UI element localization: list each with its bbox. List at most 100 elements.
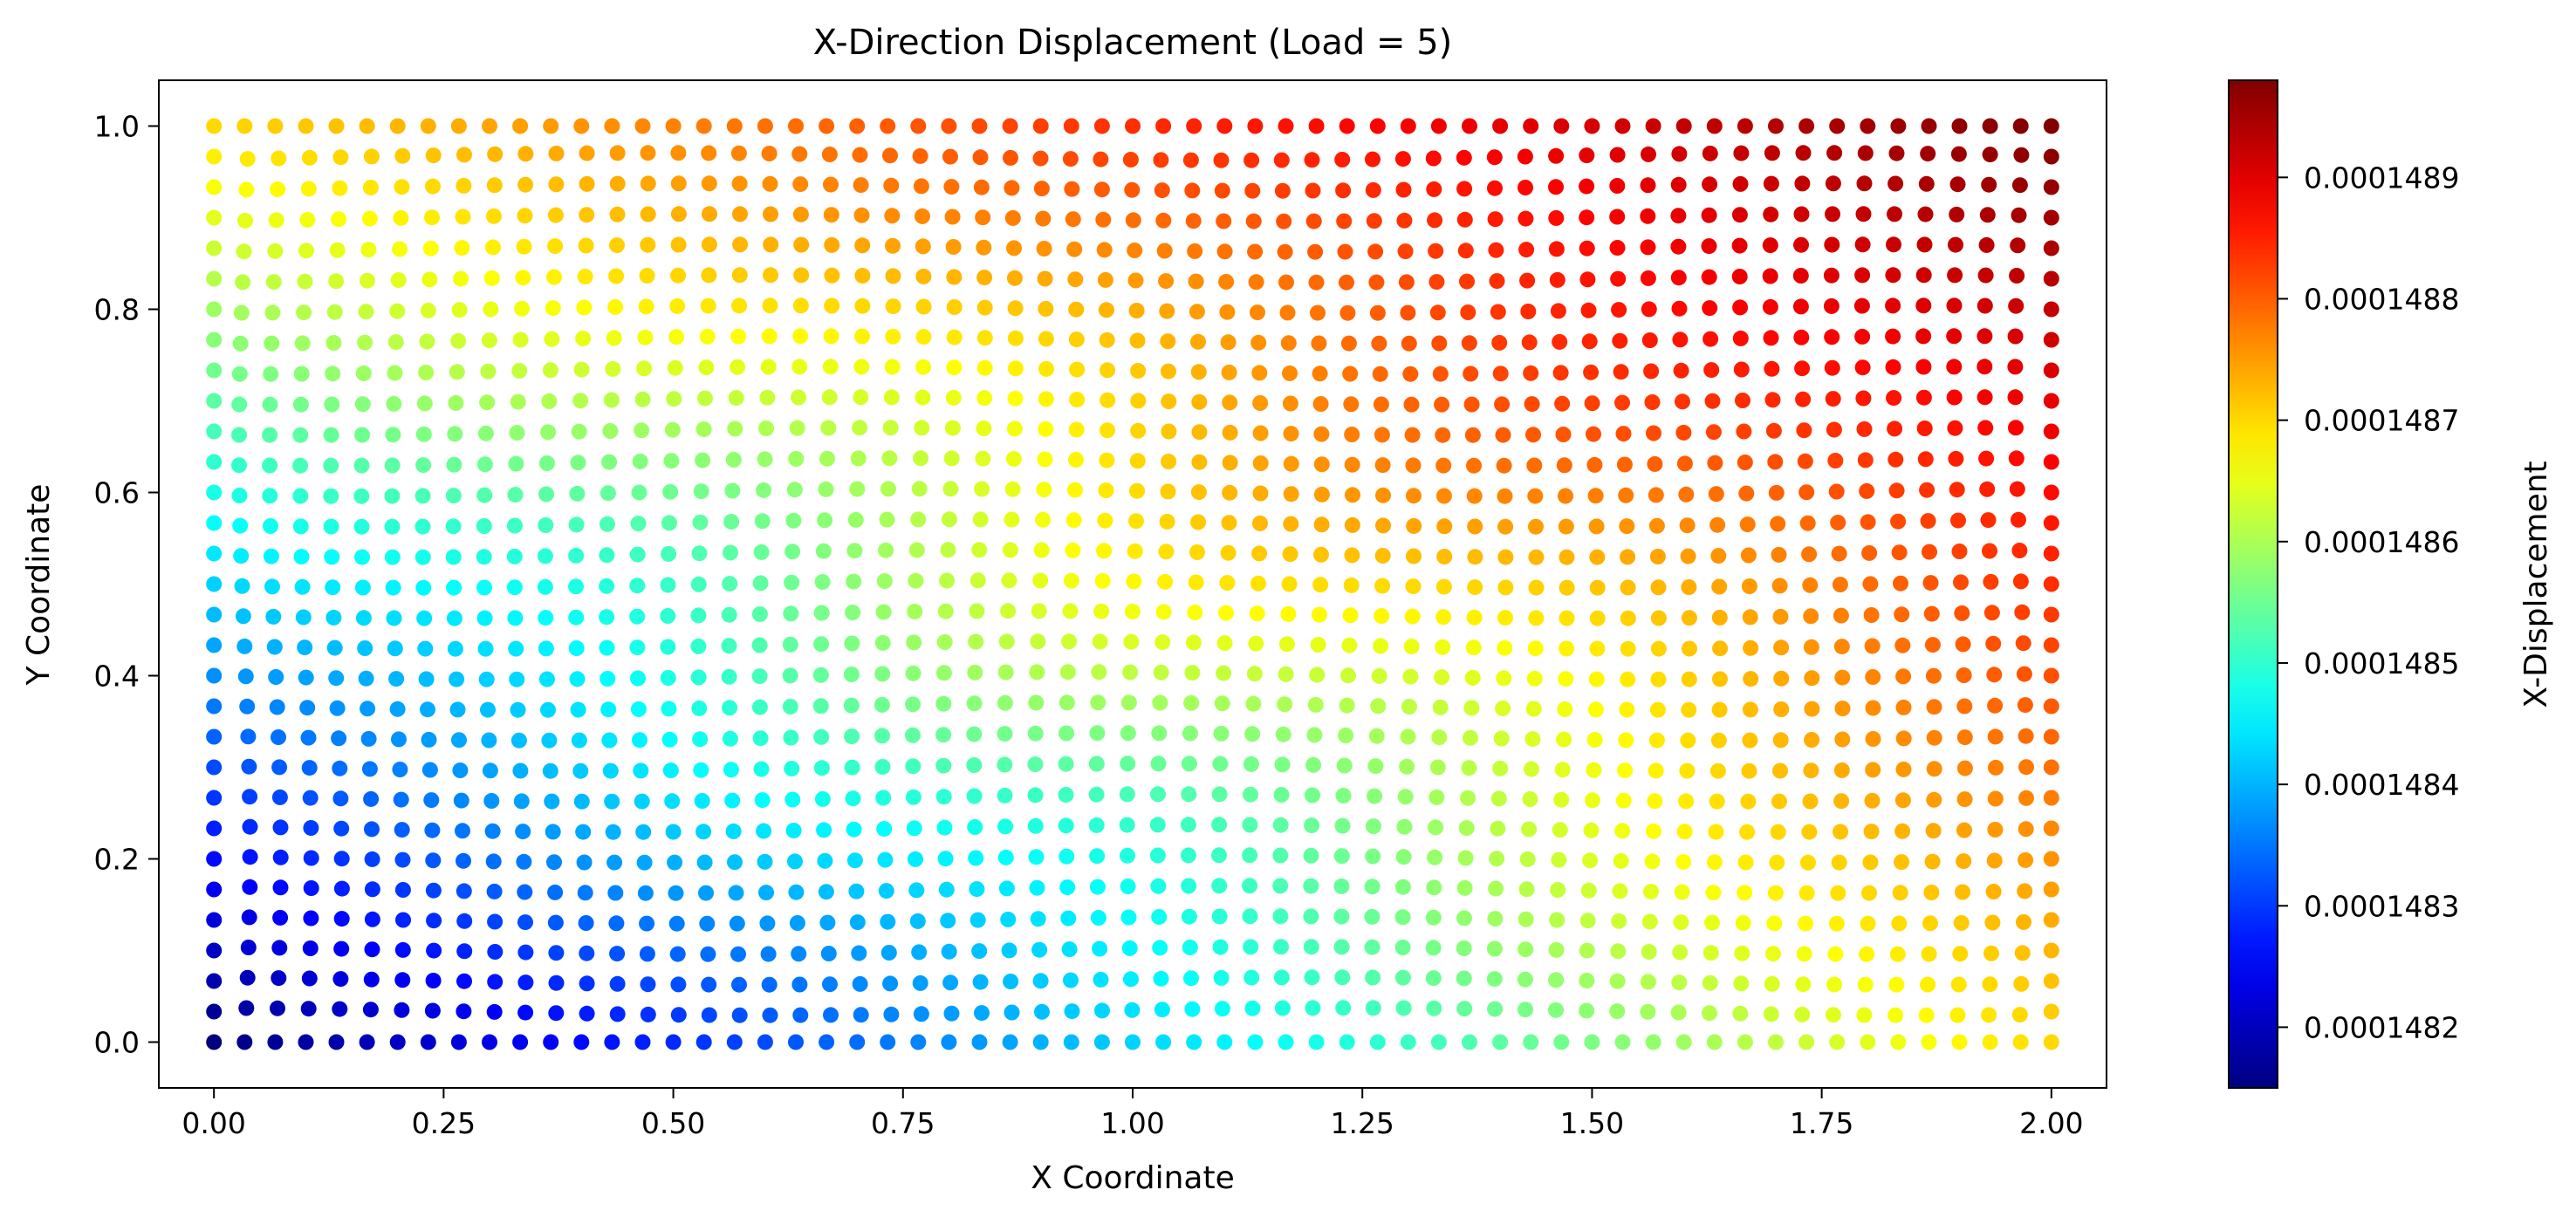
data-point bbox=[1283, 455, 1299, 472]
data-point bbox=[1186, 1034, 1202, 1050]
data-point bbox=[599, 578, 615, 594]
data-point bbox=[751, 637, 768, 653]
data-point bbox=[364, 941, 380, 958]
data-point bbox=[1062, 603, 1079, 619]
data-point bbox=[942, 974, 959, 991]
data-point bbox=[1093, 181, 1110, 198]
data-point bbox=[2043, 332, 2059, 348]
data-point bbox=[1548, 972, 1565, 988]
data-point bbox=[751, 699, 768, 715]
data-point bbox=[1987, 790, 2004, 807]
data-point bbox=[1741, 578, 1757, 594]
data-point bbox=[1279, 636, 1295, 653]
data-point bbox=[579, 1005, 595, 1022]
data-point bbox=[976, 330, 993, 346]
data-point bbox=[1308, 1034, 1325, 1050]
data-point bbox=[935, 665, 952, 681]
data-point bbox=[1741, 762, 1757, 779]
data-point bbox=[1273, 787, 1290, 803]
data-point bbox=[1640, 974, 1656, 990]
data-point bbox=[1456, 211, 1473, 228]
data-point bbox=[788, 1034, 804, 1050]
data-point bbox=[360, 701, 376, 717]
data-point bbox=[542, 362, 558, 379]
data-point bbox=[1242, 908, 1258, 925]
data-point bbox=[1983, 605, 2000, 621]
data-point bbox=[660, 577, 676, 593]
data-point bbox=[878, 542, 894, 558]
data-point bbox=[1065, 211, 1081, 228]
data-point bbox=[2011, 1007, 2028, 1023]
data-point bbox=[2043, 148, 2059, 165]
data-point bbox=[635, 824, 652, 840]
data-point bbox=[302, 940, 319, 956]
data-point bbox=[1588, 671, 1605, 687]
data-point bbox=[1181, 786, 1197, 803]
data-point bbox=[629, 546, 646, 563]
data-point bbox=[1650, 610, 1667, 626]
data-point bbox=[1861, 544, 1878, 561]
data-point bbox=[394, 1002, 410, 1018]
data-point bbox=[971, 542, 988, 558]
data-point bbox=[976, 359, 993, 376]
data-point bbox=[722, 730, 738, 747]
data-point bbox=[1518, 210, 1534, 227]
data-point bbox=[1921, 946, 1937, 962]
data-point bbox=[1733, 975, 1750, 992]
data-point bbox=[602, 423, 619, 439]
data-point bbox=[568, 547, 585, 564]
data-point bbox=[762, 297, 778, 314]
data-point bbox=[425, 882, 442, 899]
data-point bbox=[694, 793, 710, 809]
data-point bbox=[332, 1001, 348, 1017]
data-point bbox=[1492, 366, 1509, 382]
data-point bbox=[238, 181, 255, 198]
data-point bbox=[1979, 207, 1996, 223]
data-point bbox=[1058, 787, 1074, 803]
data-point bbox=[1612, 883, 1628, 899]
data-point bbox=[701, 175, 717, 192]
data-point bbox=[1093, 603, 1110, 619]
data-point bbox=[579, 945, 595, 961]
data-point bbox=[1489, 273, 1505, 290]
data-point bbox=[997, 818, 1013, 835]
data-point bbox=[1092, 940, 1108, 957]
data-point bbox=[1769, 854, 1785, 871]
data-point bbox=[1890, 513, 1907, 530]
data-point bbox=[1307, 243, 1324, 260]
data-point bbox=[1738, 485, 1755, 502]
data-point bbox=[1218, 605, 1234, 621]
data-point bbox=[1825, 206, 1840, 222]
data-point bbox=[425, 178, 441, 195]
data-point bbox=[1119, 786, 1135, 803]
colorbar-tick-label: 0.0001483 bbox=[2304, 889, 2459, 923]
data-point bbox=[882, 975, 899, 992]
data-point bbox=[507, 487, 524, 503]
data-point bbox=[577, 885, 593, 901]
data-point bbox=[942, 481, 959, 497]
data-point bbox=[1497, 518, 1514, 535]
data-point bbox=[1428, 243, 1444, 259]
data-point bbox=[1891, 544, 1908, 561]
data-point bbox=[792, 176, 809, 193]
data-point bbox=[1364, 939, 1380, 955]
data-point bbox=[600, 701, 617, 718]
data-point bbox=[1493, 730, 1510, 747]
data-point bbox=[512, 332, 529, 348]
data-point bbox=[357, 334, 373, 351]
data-point bbox=[1426, 181, 1442, 197]
data-point bbox=[913, 178, 929, 195]
data-point bbox=[575, 824, 592, 840]
data-point bbox=[517, 176, 534, 193]
y-tick-label: 0.2 bbox=[94, 843, 140, 877]
data-point bbox=[1367, 243, 1384, 260]
data-point bbox=[1710, 732, 1727, 749]
data-point bbox=[846, 573, 862, 590]
data-point bbox=[997, 726, 1013, 742]
data-point bbox=[1031, 603, 1047, 619]
data-point bbox=[354, 579, 371, 596]
data-point bbox=[364, 851, 380, 867]
data-point bbox=[691, 545, 708, 562]
data-point bbox=[393, 791, 409, 808]
data-point bbox=[206, 1003, 223, 1020]
